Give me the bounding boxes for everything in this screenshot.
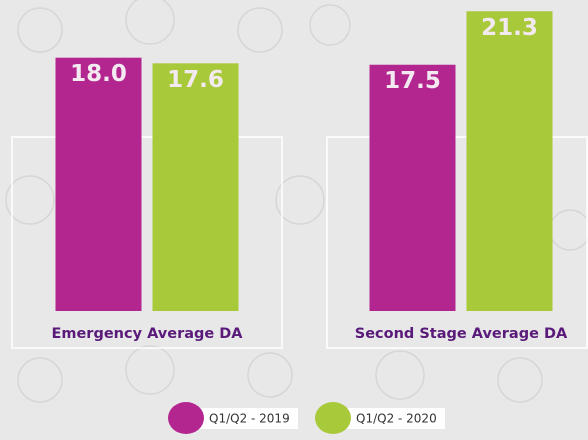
bar [56,58,142,311]
legend-label: Q1/Q2 - 2020 [356,412,437,426]
legend-label: Q1/Q2 - 2019 [209,412,290,426]
value-label: 18.0 [70,61,127,87]
category-label: Emergency Average DA [51,326,243,342]
value-label: 17.6 [167,67,224,93]
value-label: 21.3 [481,15,538,41]
legend-swatch [315,402,351,434]
legend-swatch [168,402,204,434]
category-label: Second Stage Average DA [355,326,568,342]
chart: Emergency Average DA 18.0 17.6 Second Stage… [0,0,588,440]
bar [370,65,456,311]
value-label: 17.5 [384,68,441,94]
bar [467,11,553,311]
bar [153,63,239,311]
